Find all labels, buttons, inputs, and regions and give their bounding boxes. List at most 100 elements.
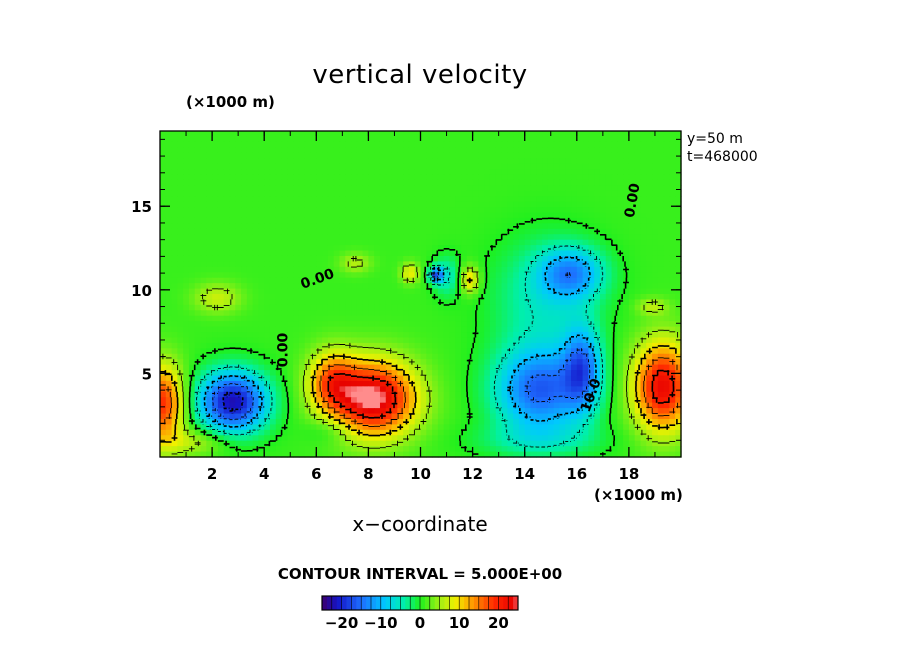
heatmap-cell [472,212,479,219]
heatmap-cell [675,169,682,176]
heatmap-cell [588,212,595,219]
heatmap-cell [269,391,277,398]
heatmap-cell [478,402,485,409]
heatmap-cell [397,321,404,328]
heatmap-cell [646,408,653,415]
heatmap-cell [188,169,196,176]
heatmap-cell [605,380,613,387]
heatmap-cell [518,250,526,257]
heatmap-cell [437,212,445,219]
heatmap-cell [316,359,323,366]
heatmap-cell [513,304,520,311]
heatmap-cell [374,337,381,344]
heatmap-cell [194,158,202,165]
heatmap-cell [495,413,503,420]
heatmap-cell [298,196,306,203]
heatmap-cell [339,245,346,252]
heatmap-cell [246,152,254,159]
heatmap-cell [623,359,630,366]
heatmap-cell [368,402,375,409]
heatmap-cell [634,147,642,154]
heatmap-cell [281,288,288,295]
heatmap-cell [559,370,566,377]
heatmap-cell [553,277,561,284]
heatmap-cell [252,141,260,148]
heatmap-cell [287,255,294,262]
heatmap-cell [507,158,514,165]
heatmap-cell [559,261,566,268]
heatmap-cell [345,212,352,219]
heatmap-cell [374,288,381,295]
heatmap-cell [229,201,236,208]
heatmap-cell [160,255,167,262]
heatmap-cell [188,152,196,159]
heatmap-cell [547,299,555,306]
heatmap-cell [628,359,636,366]
heatmap-cell [194,277,202,284]
heatmap-cell [368,418,375,425]
heatmap-cell [206,245,213,252]
heatmap-cell [547,294,555,301]
heatmap-cell [489,228,497,235]
heatmap-cell [617,310,624,317]
heatmap-cell [571,310,578,317]
heatmap-cell [322,185,329,192]
heatmap-cell [333,131,341,138]
heatmap-cell [177,174,184,181]
heatmap-cell [489,196,497,203]
heatmap-cell [634,310,642,317]
heatmap-cell [472,217,479,224]
heatmap-cell [403,321,410,328]
heatmap-cell [252,413,260,420]
heatmap-cell [275,380,283,387]
heatmap-cell [275,163,283,170]
heatmap-cell [565,299,572,306]
heatmap-cell [379,131,387,138]
heatmap-cell [316,190,323,197]
heatmap-cell [177,386,184,393]
heatmap-cell [397,163,404,170]
heatmap-cell [588,294,595,301]
heatmap-cell [177,424,184,431]
heatmap-cell [640,212,647,219]
heatmap-cell [628,386,636,393]
heatmap-cell [420,152,427,159]
heatmap-cell [489,348,497,355]
heatmap-cell [443,380,451,387]
heatmap-cell [426,147,433,154]
heatmap-cell [646,364,653,371]
heatmap-cell [489,174,497,181]
heatmap-cell [657,158,665,165]
heatmap-cell [449,239,456,246]
heatmap-cell [269,370,277,377]
heatmap-cell [432,380,439,387]
heatmap-cell [507,294,514,301]
heatmap-cell [472,337,479,344]
heatmap-cell [206,380,213,387]
heatmap-cell [420,310,427,317]
heatmap-cell [304,364,312,371]
heatmap-cell [599,402,607,409]
heatmap-cell [501,141,508,148]
heatmap-cell [408,190,416,197]
heatmap-cell [281,402,288,409]
heatmap-cell [426,359,433,366]
heatmap-cell [553,158,561,165]
heatmap-cell [652,326,659,333]
heatmap-cell [628,158,636,165]
heatmap-cell [252,359,260,366]
heatmap-cell [403,147,410,154]
heatmap-cell [576,342,584,349]
heatmap-cell [652,158,659,165]
heatmap-cell [484,342,491,349]
heatmap-cell [316,386,323,393]
heatmap-cell [252,190,260,197]
heatmap-cell [177,169,184,176]
heatmap-cell [478,207,485,214]
heatmap-cell [183,255,190,262]
heatmap-cell [188,337,196,344]
heatmap-cell [293,185,300,192]
heatmap-cell [356,245,364,252]
heatmap-cell [223,147,231,154]
heatmap-cell [489,424,497,431]
